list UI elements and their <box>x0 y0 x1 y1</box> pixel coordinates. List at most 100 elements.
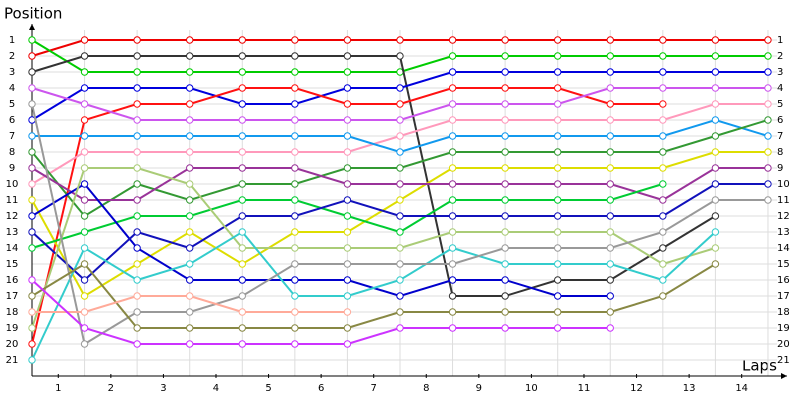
point <box>133 228 141 236</box>
point <box>186 84 194 92</box>
point <box>238 260 246 268</box>
point <box>343 180 352 188</box>
point <box>396 292 404 300</box>
point <box>659 260 667 268</box>
point <box>659 196 667 204</box>
point <box>711 260 720 268</box>
point <box>448 260 457 268</box>
point <box>291 116 299 124</box>
point <box>80 84 89 92</box>
y2-tick-label: 12 <box>777 211 790 222</box>
x-tick-label: 4 <box>213 383 219 394</box>
point <box>186 260 194 268</box>
point <box>659 84 667 92</box>
point <box>28 36 36 44</box>
point <box>501 148 509 156</box>
point <box>80 36 89 44</box>
point <box>238 84 246 92</box>
point <box>133 148 141 156</box>
y-tick-label: 6 <box>9 115 15 126</box>
x-tick-label: 7 <box>371 383 377 394</box>
point <box>291 132 299 140</box>
point <box>448 68 457 76</box>
point <box>501 164 509 172</box>
point <box>606 84 614 92</box>
y-tick-label: 17 <box>6 291 19 302</box>
point <box>448 212 457 220</box>
point <box>80 292 89 300</box>
point <box>659 52 667 60</box>
point <box>606 308 614 316</box>
y2-tick-label: 4 <box>777 83 783 94</box>
point <box>80 116 89 124</box>
point <box>553 212 562 220</box>
x-tick-label: 14 <box>735 383 748 394</box>
point <box>448 292 457 300</box>
point <box>764 116 772 124</box>
point <box>28 132 36 140</box>
point <box>186 324 194 332</box>
point <box>448 36 457 44</box>
y2-tick-label: 13 <box>777 227 790 238</box>
point <box>238 164 246 172</box>
point <box>238 132 246 140</box>
point <box>659 36 667 44</box>
series-line <box>31 230 717 361</box>
point <box>659 100 667 108</box>
x-tick-label: 2 <box>108 383 114 394</box>
point <box>238 100 246 108</box>
point <box>396 212 404 220</box>
y2-tick-label: 3 <box>777 67 783 78</box>
point <box>343 116 352 124</box>
point <box>448 116 457 124</box>
point <box>711 164 720 172</box>
point <box>133 100 141 108</box>
point <box>291 36 299 44</box>
point <box>343 36 352 44</box>
point <box>291 228 299 236</box>
point <box>291 340 299 348</box>
point <box>343 132 352 140</box>
point <box>396 84 404 92</box>
point <box>343 68 352 76</box>
point <box>343 100 352 108</box>
point <box>553 84 562 92</box>
point <box>28 356 36 364</box>
y2-tick-label: 7 <box>777 131 783 142</box>
point <box>28 68 36 76</box>
point <box>80 308 89 316</box>
point <box>291 148 299 156</box>
point <box>343 196 352 204</box>
point <box>238 244 246 252</box>
x-tick-label: 9 <box>476 383 482 394</box>
point <box>711 116 720 124</box>
y2-tick-label: 15 <box>777 259 790 270</box>
y-tick-label: 14 <box>6 243 19 254</box>
point <box>606 148 614 156</box>
point <box>133 180 141 188</box>
point <box>238 228 246 236</box>
point <box>28 276 36 284</box>
point <box>659 164 667 172</box>
y2-tick-label: 18 <box>777 307 790 318</box>
point <box>80 340 89 348</box>
point <box>186 228 194 236</box>
point <box>448 84 457 92</box>
y2-tick-label: 19 <box>777 323 790 334</box>
point <box>343 244 352 252</box>
point <box>606 260 614 268</box>
point <box>659 228 667 236</box>
point <box>764 84 772 92</box>
point <box>501 116 509 124</box>
point <box>396 308 404 316</box>
point <box>133 292 141 300</box>
point <box>553 116 562 124</box>
point <box>501 292 509 300</box>
point <box>396 180 404 188</box>
point <box>448 180 457 188</box>
point <box>238 52 246 60</box>
point <box>764 148 772 156</box>
x-tick-label: 12 <box>630 383 643 394</box>
point <box>80 180 89 188</box>
point <box>501 100 509 108</box>
